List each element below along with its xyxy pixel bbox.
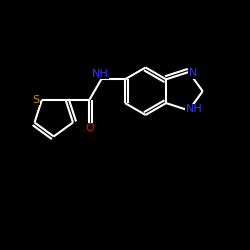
Text: NH: NH: [92, 69, 108, 79]
Text: NH: NH: [186, 104, 202, 114]
Text: N: N: [189, 68, 198, 78]
Text: O: O: [85, 123, 94, 133]
Text: S: S: [32, 95, 39, 105]
